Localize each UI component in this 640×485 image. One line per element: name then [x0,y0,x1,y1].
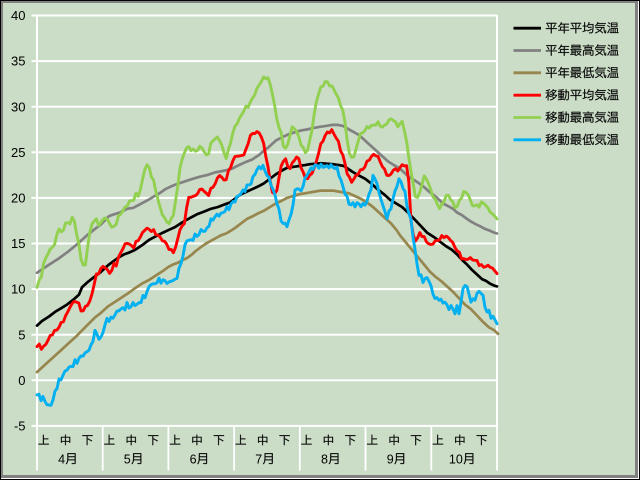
svg-text:10: 10 [11,282,25,297]
svg-text:0: 0 [18,373,25,388]
svg-text:-5: -5 [14,419,26,434]
svg-text:7: 7 [255,452,262,466]
svg-text:9: 9 [387,452,394,466]
svg-text:5: 5 [124,452,131,466]
svg-text:5: 5 [18,327,25,342]
svg-text:30: 30 [11,99,25,114]
svg-text:15: 15 [11,236,25,251]
svg-text:6: 6 [190,452,197,466]
svg-text:40: 40 [11,8,25,23]
svg-text:35: 35 [11,54,25,69]
svg-text:8: 8 [321,452,328,466]
svg-text:10: 10 [449,452,463,466]
svg-text:25: 25 [11,145,25,160]
svg-text:20: 20 [11,191,25,206]
svg-text:4: 4 [58,452,65,466]
